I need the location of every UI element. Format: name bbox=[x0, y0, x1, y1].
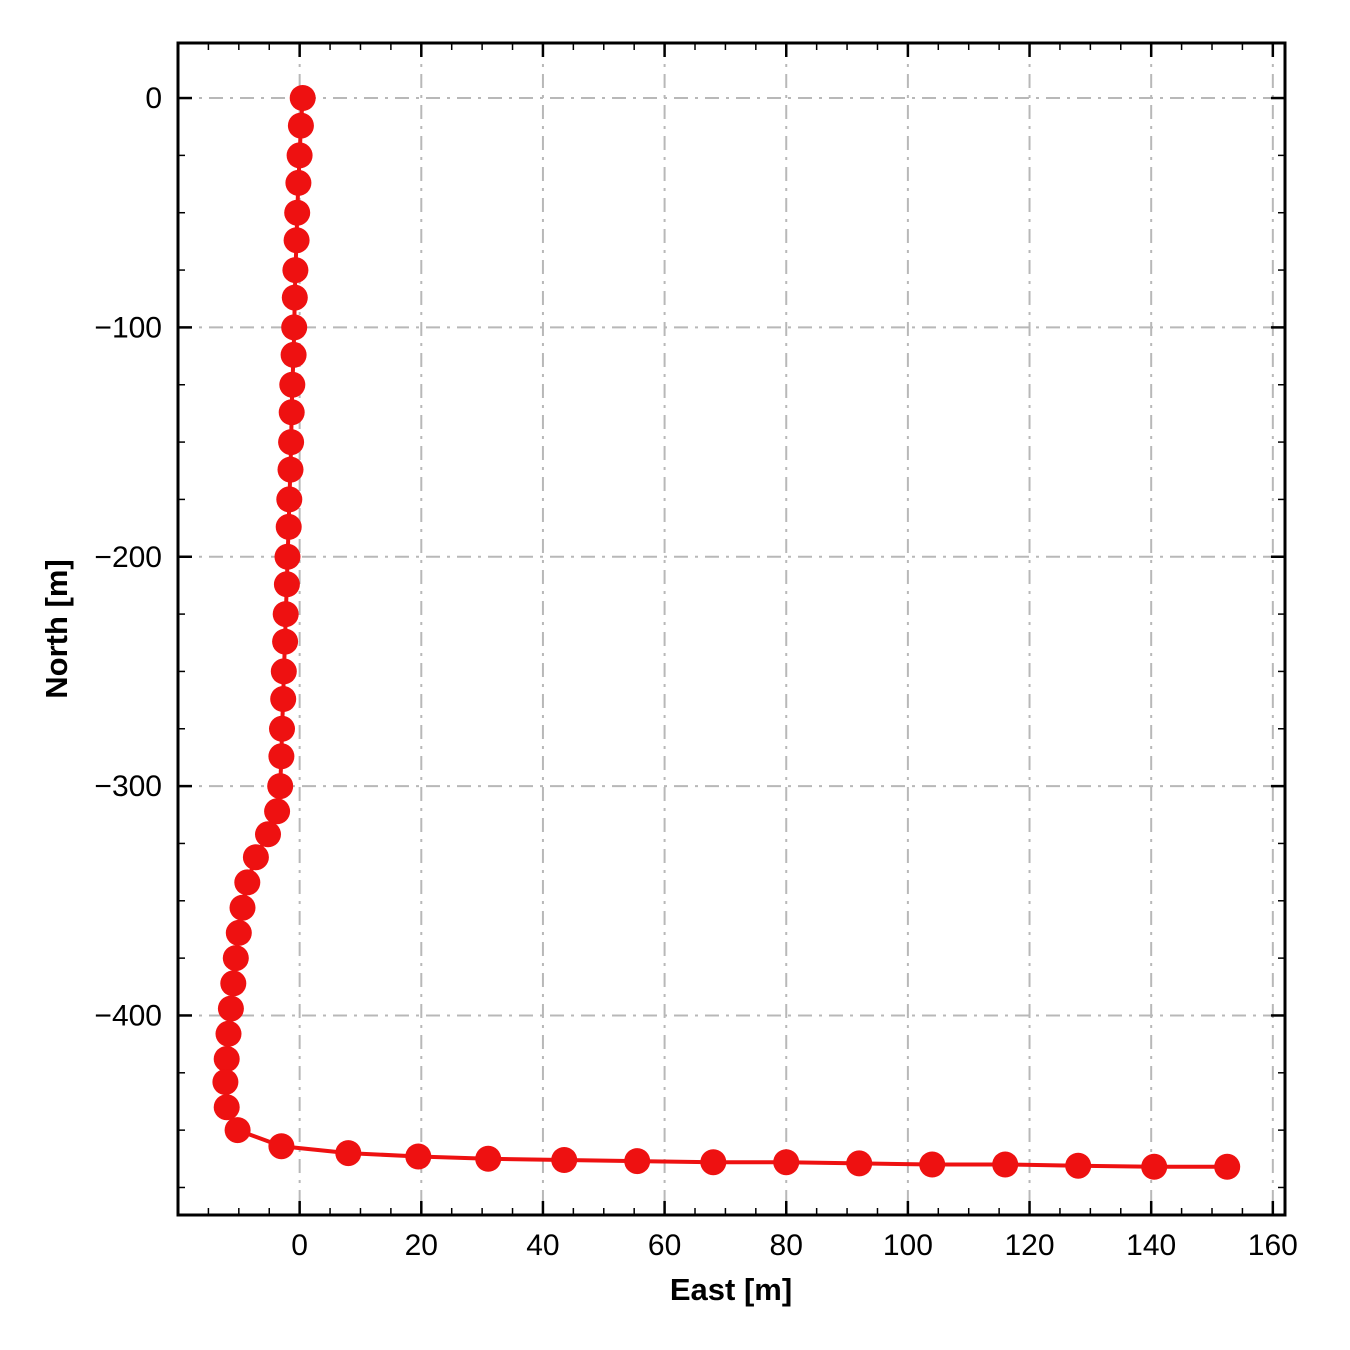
trajectory-marker bbox=[229, 894, 256, 921]
trajectory-marker bbox=[1141, 1153, 1168, 1180]
trajectory-markers bbox=[212, 85, 1241, 1180]
trajectory-marker bbox=[268, 743, 295, 770]
trajectory-marker bbox=[234, 869, 261, 896]
trajectory-marker bbox=[213, 1094, 240, 1121]
trajectory-marker bbox=[281, 314, 308, 341]
y-tick-label: −200 bbox=[94, 541, 162, 574]
tick-marks bbox=[177, 43, 1285, 1215]
x-tick-label: 40 bbox=[526, 1229, 559, 1262]
y-axis-label: North [m] bbox=[39, 559, 74, 699]
trajectory-marker bbox=[215, 1020, 242, 1047]
trajectory-marker bbox=[624, 1148, 651, 1175]
trajectory-marker bbox=[282, 257, 309, 284]
trajectory-marker bbox=[277, 456, 304, 483]
x-tick-label: 140 bbox=[1126, 1229, 1176, 1262]
trajectory-marker bbox=[217, 995, 244, 1022]
grid-lines bbox=[178, 43, 1285, 1215]
trajectory-marker bbox=[405, 1143, 432, 1170]
trajectory-marker bbox=[475, 1145, 502, 1172]
trajectory-marker bbox=[264, 798, 291, 825]
x-tick-label: 100 bbox=[883, 1229, 933, 1262]
trajectory-marker bbox=[270, 686, 297, 712]
x-tick-label: 120 bbox=[1005, 1229, 1055, 1262]
trajectory-marker bbox=[242, 844, 269, 871]
x-tick-label: 80 bbox=[770, 1229, 803, 1262]
x-tick-label: 60 bbox=[648, 1229, 681, 1262]
x-tick-label: 20 bbox=[405, 1229, 438, 1262]
trajectory-marker bbox=[919, 1151, 946, 1178]
trajectory-marker bbox=[274, 543, 301, 570]
trajectory-marker bbox=[283, 227, 310, 254]
trajectory-marker bbox=[289, 85, 316, 111]
trajectory-marker bbox=[551, 1147, 578, 1173]
trajectory-marker bbox=[992, 1151, 1019, 1178]
trajectory-marker bbox=[286, 142, 313, 169]
trajectory-marker bbox=[1214, 1153, 1241, 1180]
x-axis-label: East [m] bbox=[669, 1272, 793, 1307]
trajectory-marker bbox=[270, 658, 297, 685]
trajectory-marker bbox=[255, 821, 281, 848]
trajectory-marker bbox=[284, 199, 311, 226]
trajectory-marker bbox=[278, 399, 305, 426]
y-tick-label: −400 bbox=[94, 999, 162, 1032]
trajectory-marker bbox=[280, 341, 307, 368]
plot-border bbox=[176, 41, 1287, 1217]
trajectory-marker bbox=[285, 169, 312, 196]
trajectory-marker bbox=[335, 1140, 362, 1167]
trajectory-marker bbox=[276, 486, 303, 513]
trajectory-marker bbox=[279, 371, 306, 398]
trajectory-marker bbox=[272, 601, 299, 628]
trajectory-marker bbox=[267, 773, 294, 800]
trajectory-marker bbox=[1065, 1152, 1092, 1179]
tick-labels: 0 20 40 60 80 100 120 140 160 0 −100 −200 −300 −400 bbox=[94, 82, 1297, 1262]
y-tick-label: −100 bbox=[94, 311, 162, 344]
y-tick-label: 0 bbox=[145, 82, 162, 115]
trajectory-marker bbox=[224, 1117, 251, 1144]
trajectory-marker bbox=[287, 112, 314, 139]
trajectory-marker bbox=[281, 284, 308, 311]
trajectory-marker bbox=[269, 715, 295, 742]
trajectory-marker bbox=[268, 1133, 295, 1160]
trajectory-marker bbox=[212, 1069, 239, 1095]
trajectory-line bbox=[223, 96, 1230, 1169]
trajectory-marker bbox=[220, 970, 247, 997]
y-tick-label: −300 bbox=[94, 770, 162, 803]
x-tick-label: 160 bbox=[1248, 1229, 1298, 1262]
trajectory-marker bbox=[275, 513, 302, 540]
trajectory-marker bbox=[700, 1149, 727, 1176]
trajectory-marker bbox=[222, 945, 249, 972]
trajectory-marker bbox=[773, 1149, 800, 1176]
x-tick-label: 0 bbox=[291, 1229, 308, 1262]
trajectory-marker bbox=[225, 919, 252, 946]
trajectory-marker bbox=[278, 429, 305, 456]
trajectory-marker bbox=[213, 1046, 240, 1072]
trajectory-marker bbox=[846, 1150, 873, 1177]
trajectory-marker bbox=[273, 571, 300, 598]
trajectory-marker bbox=[272, 628, 299, 655]
